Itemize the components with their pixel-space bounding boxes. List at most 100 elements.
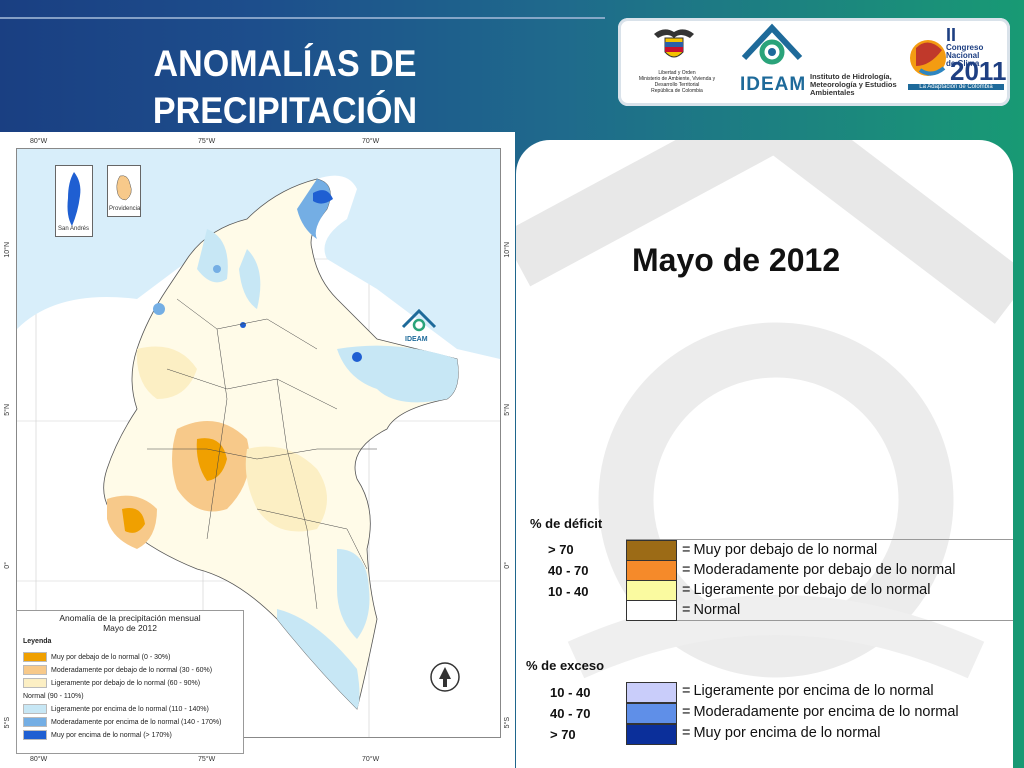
map-legend-heading: Leyenda [23, 638, 52, 645]
deficit-label-text: Muy por debajo de lo normal [693, 542, 878, 558]
title-line-1: ANOMALÍAS DE [153, 43, 417, 84]
deficit-label-text: Moderadamente por debajo de lo normal [693, 562, 956, 578]
deficit-swatch [626, 560, 677, 581]
map-coord-left: 5°S [4, 717, 11, 729]
map-coord-right: 10°N [504, 242, 511, 258]
map-coord-top: 75°W [198, 138, 216, 145]
ideam-wordmark: IDEAM [740, 74, 807, 95]
equals-sign: = [682, 683, 691, 699]
period-title: Mayo de 2012 [632, 242, 841, 278]
map-legend-item: Muy por debajo de lo normal (0 - 30%) [23, 652, 170, 663]
providencia-label: Providencia [109, 206, 141, 212]
excess-heading: % de exceso [526, 658, 605, 673]
map-legend-label: Normal (90 - 110%) [23, 693, 84, 700]
logos-banner: Libertad y Orden Ministerio de Ambiente,… [618, 18, 1010, 106]
excess-label-text: Moderadamente por encima de lo normal [693, 704, 959, 720]
equals-sign: = [682, 704, 691, 720]
map-coord-right: 5°N [504, 404, 511, 416]
anomaly-map: 80°W 75°W 70°W 80°W 75°W 70°W 10°N 5°N 0… [0, 132, 515, 768]
map-legend-swatch [23, 652, 47, 663]
map-legend-item: Ligeramente por debajo de lo normal (60 … [23, 678, 200, 689]
map-coord-left: 0° [4, 562, 11, 569]
map-legend-item: Ligeramente por encima de lo normal (110… [23, 704, 209, 715]
excess-swatch [626, 703, 677, 724]
map-legend-title: Anomalía de la precipitación mensual May… [17, 613, 243, 633]
map-coord-bottom: 75°W [198, 756, 216, 763]
header-rule [0, 17, 605, 19]
map-legend-swatch [23, 717, 47, 728]
congreso-tagline: La Adaptación de Colombia [908, 84, 1004, 90]
map-coord-left: 5°N [4, 404, 11, 416]
excess-label: = Muy por encima de lo normal [682, 725, 880, 741]
excess-swatch [626, 682, 677, 703]
map-coord-bottom: 70°W [362, 756, 380, 763]
map-legend-item: Normal (90 - 110%) [23, 691, 84, 702]
deficit-label: = Ligeramente por debajo de lo normal [682, 582, 930, 598]
deficit-label-text: Normal [693, 602, 741, 618]
map-coord-bottom: 80°W [30, 756, 48, 763]
san-andres-label: San Andrés [58, 226, 90, 232]
north-arrow-icon [430, 662, 460, 692]
legend-panel: Mayo de 2012 % de déficit % de exceso > … [516, 140, 1013, 768]
ideam-watermark-icon [516, 140, 1013, 679]
map-coord-right: 0° [504, 562, 511, 569]
ideam-institute-name: Instituto de Hidrología, Meteorología y … [810, 72, 897, 97]
map-ideam-logo-icon [401, 308, 437, 332]
map-legend-item: Muy por encima de lo normal (> 170%) [23, 730, 172, 741]
map-legend: Anomalía de la precipitación mensual May… [16, 610, 244, 754]
deficit-range: > 70 [548, 542, 574, 557]
deficit-label: = Moderadamente por debajo de lo normal [682, 562, 955, 578]
deficit-swatch [626, 580, 677, 601]
congreso-heading: II Congreso Nacional de Clima [946, 26, 983, 68]
excess-label-text: Ligeramente por encima de lo normal [693, 683, 934, 699]
congreso-line-2: Nacional [946, 51, 980, 60]
map-coord-left: 10°N [4, 242, 11, 258]
equals-sign: = [682, 562, 691, 578]
map-frame: IDEAM San Andrés Providencia [16, 148, 501, 738]
deficit-swatch [626, 600, 677, 621]
deficit-label: = Normal [682, 602, 740, 618]
colombia-coat-of-arms-icon [654, 29, 694, 58]
map-coord-top: 70°W [362, 138, 380, 145]
excess-label: = Ligeramente por encima de lo normal [682, 683, 934, 699]
ideam-logo-icon [741, 23, 803, 65]
map-legend-swatch [23, 665, 47, 676]
inset-san-andres: San Andrés [55, 165, 93, 237]
excess-range: 10 - 40 [550, 685, 591, 700]
map-coord-right: 5°S [504, 717, 511, 729]
map-legend-label: Muy por encima de lo normal (> 170%) [51, 732, 172, 739]
excess-label-text: Muy por encima de lo normal [693, 725, 881, 741]
map-legend-title-line-2: Mayo de 2012 [103, 623, 157, 633]
map-legend-label: Ligeramente por debajo de lo normal (60 … [51, 680, 201, 687]
deficit-range: 10 - 40 [548, 584, 589, 599]
inset-providencia: Providencia [107, 165, 141, 217]
map-legend-swatch [23, 678, 47, 689]
ministry-text: Libertad y Orden Ministerio de Ambiente,… [638, 70, 716, 94]
map-legend-label: Moderadamente por encima de lo normal (1… [51, 719, 222, 726]
title-line-2: PRECIPITACIÓN [152, 90, 418, 131]
map-legend-title-line-1: Anomalía de la precipitación mensual [59, 613, 201, 623]
map-ideam-label: IDEAM [405, 336, 428, 343]
equals-sign: = [682, 542, 691, 558]
congreso-year: 2011 [950, 56, 1007, 86]
congreso-line-1: Congreso [946, 43, 984, 52]
map-legend-item: Moderadamente por debajo de lo normal (3… [23, 665, 212, 676]
congreso-line-3: de Clima [946, 59, 980, 68]
map-coord-top: 80°W [30, 138, 48, 145]
map-legend-item: Moderadamente por encima de lo normal (1… [23, 717, 221, 728]
deficit-label-text: Ligeramente por debajo de lo normal [693, 582, 931, 598]
equals-sign: = [682, 725, 691, 741]
deficit-range: 40 - 70 [548, 563, 589, 578]
map-legend-label: Moderadamente por debajo de lo normal (3… [51, 667, 213, 674]
excess-label: = Moderadamente por encima de lo normal [682, 704, 959, 720]
equals-sign: = [682, 582, 691, 598]
map-legend-swatch [23, 730, 47, 741]
map-legend-label: Muy por debajo de lo normal (0 - 30%) [51, 654, 171, 661]
deficit-label: = Muy por debajo de lo normal [682, 542, 877, 558]
page-title: ANOMALÍAS DE PRECIPITACIÓN [133, 40, 437, 134]
congreso-clima-logo-icon [910, 40, 946, 76]
excess-range: > 70 [550, 727, 576, 742]
san-andres-island-icon [67, 172, 81, 226]
equals-sign: = [682, 602, 691, 618]
map-legend-label: Ligeramente por encima de lo normal (110… [51, 706, 209, 713]
